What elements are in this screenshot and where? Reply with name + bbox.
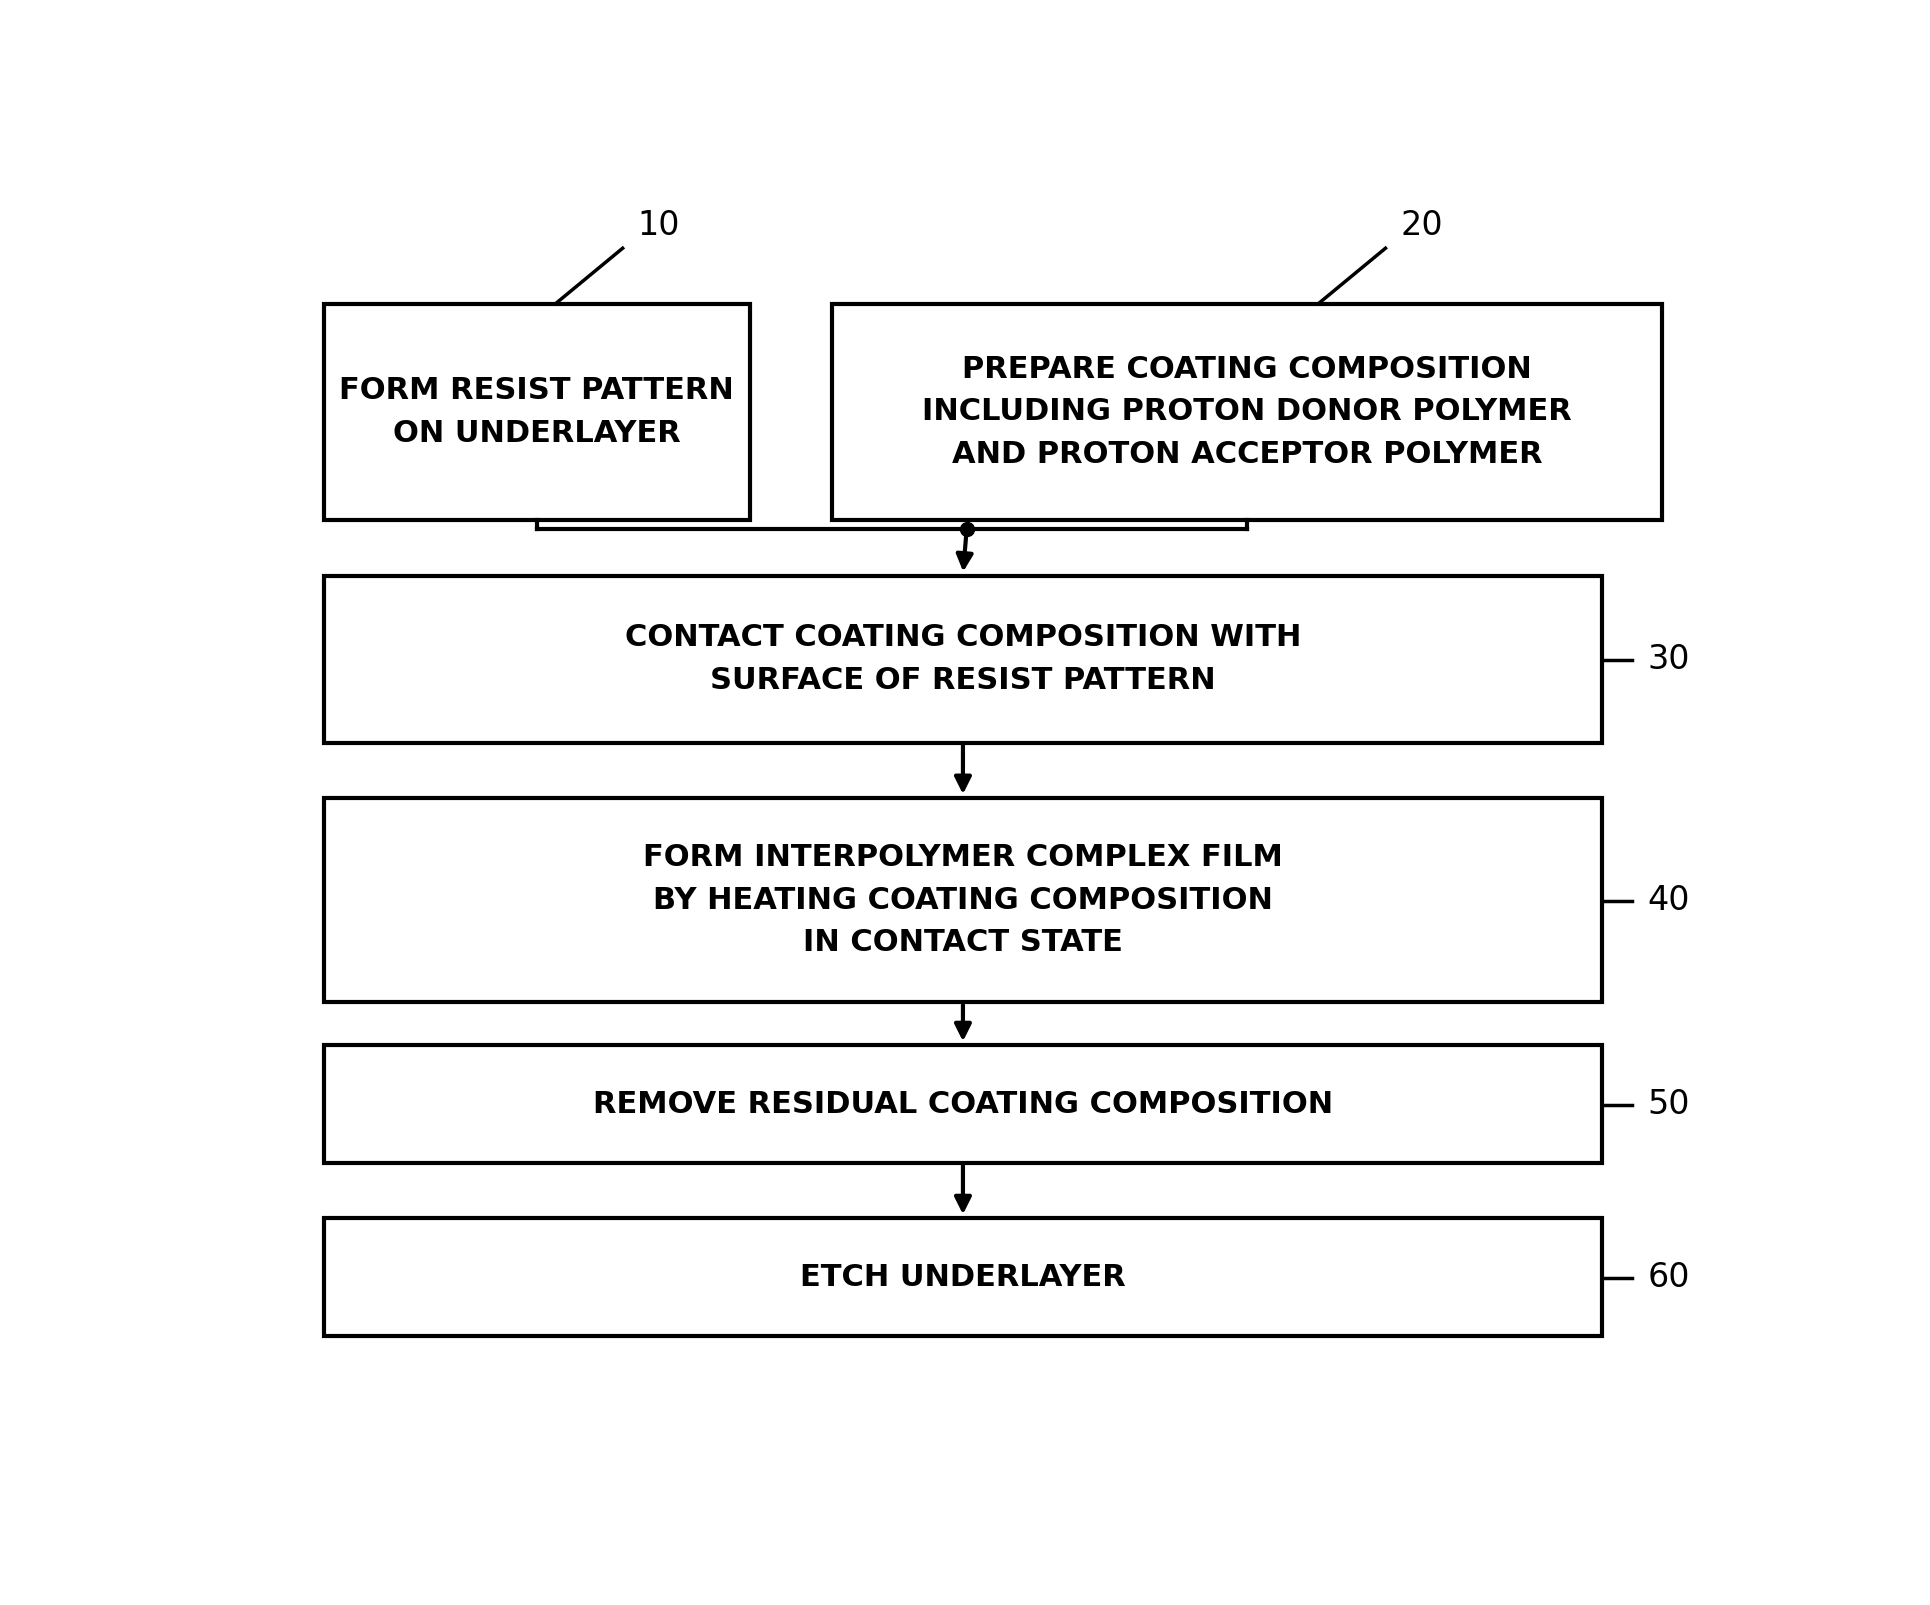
Text: REMOVE RESIDUAL COATING COMPOSITION: REMOVE RESIDUAL COATING COMPOSITION (593, 1090, 1334, 1119)
Text: PREPARE COATING COMPOSITION
INCLUDING PROTON DONOR POLYMER
AND PROTON ACCEPTOR P: PREPARE COATING COMPOSITION INCLUDING PR… (923, 355, 1573, 469)
Bar (324, 576, 1602, 743)
Text: 60: 60 (1648, 1262, 1691, 1294)
Text: 10: 10 (637, 209, 679, 242)
Text: ETCH UNDERLAYER: ETCH UNDERLAYER (801, 1263, 1125, 1292)
Bar (832, 303, 1662, 520)
Bar (324, 1045, 1602, 1162)
Bar (324, 303, 749, 520)
Text: 30: 30 (1648, 644, 1691, 676)
Bar (324, 1218, 1602, 1335)
Bar (324, 798, 1602, 1002)
Text: FORM INTERPOLYMER COMPLEX FILM
BY HEATING COATING COMPOSITION
IN CONTACT STATE: FORM INTERPOLYMER COMPLEX FILM BY HEATIN… (643, 843, 1283, 958)
Text: CONTACT COATING COMPOSITION WITH
SURFACE OF RESIST PATTERN: CONTACT COATING COMPOSITION WITH SURFACE… (625, 623, 1301, 695)
Text: FORM RESIST PATTERN
ON UNDERLAYER: FORM RESIST PATTERN ON UNDERLAYER (340, 376, 733, 448)
Text: 20: 20 (1401, 209, 1444, 242)
Text: 40: 40 (1648, 884, 1691, 916)
Text: 50: 50 (1648, 1088, 1691, 1122)
